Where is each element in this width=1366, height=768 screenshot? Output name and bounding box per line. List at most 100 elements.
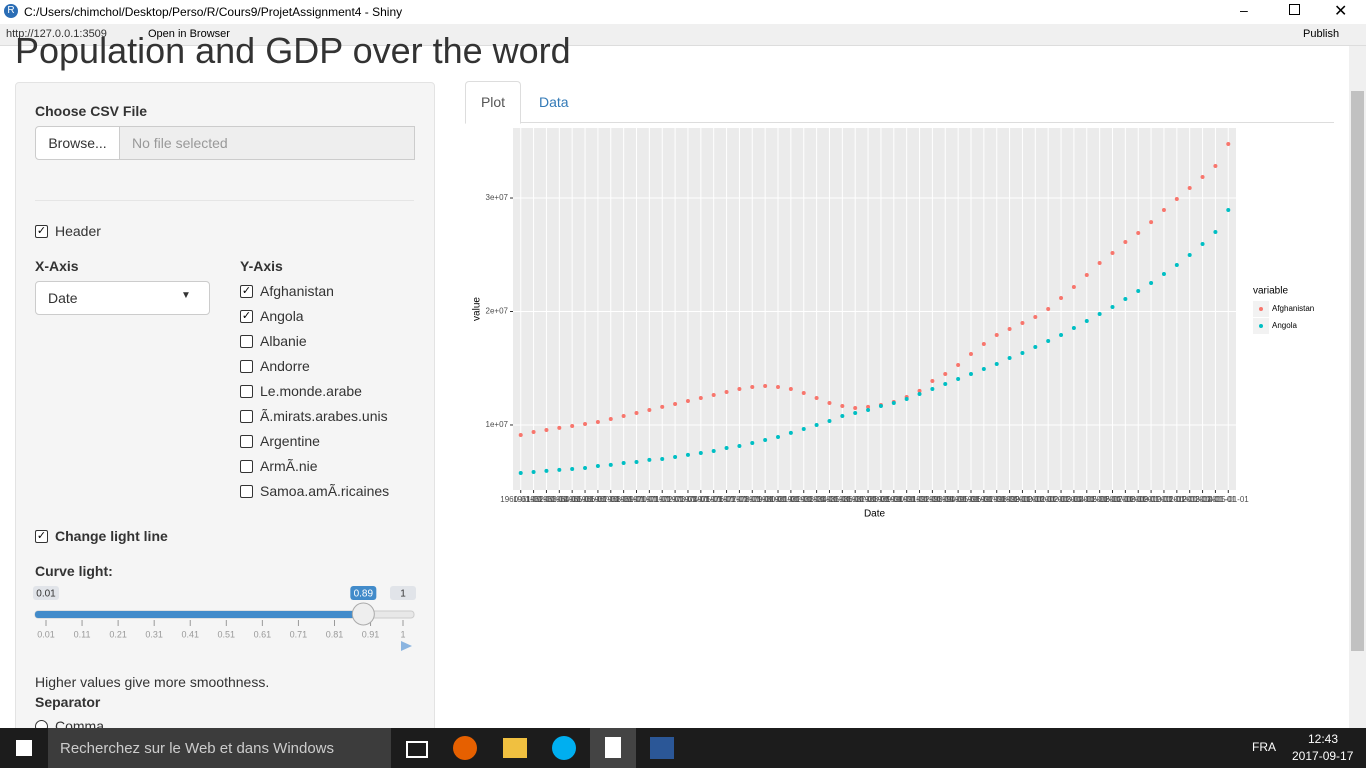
x-tick-label: 2010-01-01 <box>1143 495 1184 504</box>
point <box>891 400 896 405</box>
word-icon[interactable] <box>650 737 674 759</box>
x-tick-label: 2007-01-01 <box>1105 495 1146 504</box>
publish-button[interactable]: Publish <box>1303 28 1340 40</box>
point <box>1033 345 1038 350</box>
point <box>1200 175 1205 180</box>
y-option-label: ArmÃ.nie <box>260 458 318 474</box>
page-title: Population and GDP over the word <box>15 30 571 71</box>
x-tick-label: 1978-01-01 <box>732 495 773 504</box>
x-tick-label: 1962-01-01 <box>526 495 567 504</box>
open-in-browser[interactable]: Open in Browser <box>148 28 230 40</box>
point <box>866 404 871 409</box>
y-option-checkbox[interactable] <box>240 485 253 498</box>
x-tick-label: 2014-01-01 <box>1195 495 1236 504</box>
point <box>1046 339 1051 344</box>
x-tick-label: 2012-01-01 <box>1169 495 1210 504</box>
search-box[interactable] <box>48 728 391 768</box>
slider-handle[interactable] <box>351 602 375 626</box>
point <box>840 414 845 419</box>
x-tick-label: 1967-01-01 <box>590 495 631 504</box>
x-tick-label: 1997-01-01 <box>976 495 1017 504</box>
y-option-label: Afghanistan <box>260 283 334 299</box>
point <box>557 425 562 430</box>
y-option-checkbox[interactable] <box>240 460 253 473</box>
point <box>724 389 729 394</box>
point <box>1213 230 1218 235</box>
x-tick-label: 1992-01-01 <box>912 495 953 504</box>
x-tick-label: 1993-01-01 <box>925 495 966 504</box>
point <box>814 395 819 400</box>
browse-button[interactable]: Browse... <box>35 126 120 160</box>
firefox-icon[interactable] <box>453 736 477 760</box>
file-label: Choose CSV File <box>35 103 148 119</box>
clock-time: 12:43 <box>1308 732 1339 746</box>
x-tick-label: 1987-01-01 <box>848 495 889 504</box>
y-option-checkbox[interactable] <box>240 435 253 448</box>
x-tick-label: 1970-01-01 <box>629 495 670 504</box>
y-option-checkbox[interactable] <box>240 410 253 423</box>
y-option-checkbox[interactable] <box>240 385 253 398</box>
point <box>968 372 973 377</box>
x-tick-label: 2003-01-01 <box>1053 495 1094 504</box>
header-checkbox[interactable]: ✓ <box>35 225 48 238</box>
point <box>1136 288 1141 293</box>
point <box>1161 272 1166 277</box>
point <box>788 387 793 392</box>
point <box>776 435 781 440</box>
tab-data[interactable]: Data <box>539 94 569 110</box>
minimize-button[interactable]: – <box>1240 2 1248 18</box>
scroll-thumb[interactable] <box>1351 91 1364 651</box>
x-tick-label: 2008-01-01 <box>1118 495 1159 504</box>
x-tick-label: 1979-01-01 <box>745 495 786 504</box>
point <box>750 441 755 446</box>
x-tick-label: 1975-01-01 <box>693 495 734 504</box>
slider-tick-label: 0.21 <box>109 629 127 639</box>
x-tick-label: 1996-01-01 <box>963 495 1004 504</box>
x-axis-select[interactable]: Date ▼ <box>35 281 210 315</box>
point <box>943 382 948 387</box>
tab-plot[interactable]: Plot <box>465 81 521 124</box>
point <box>1174 262 1179 267</box>
point <box>1071 325 1076 330</box>
y-option-checkbox[interactable] <box>240 360 253 373</box>
skype-icon[interactable] <box>552 736 576 760</box>
x-tick-label: 1963-01-01 <box>539 495 580 504</box>
point <box>776 384 781 389</box>
point <box>750 384 755 389</box>
x-tick-label: 1984-01-01 <box>809 495 850 504</box>
point <box>1110 251 1115 256</box>
close-button[interactable]: ✕ <box>1334 3 1348 20</box>
point <box>531 469 536 474</box>
task-view[interactable] <box>406 741 428 758</box>
y-option-checkbox[interactable] <box>240 335 253 348</box>
change-light-checkbox[interactable]: ✓ <box>35 530 48 543</box>
y-option-checkbox[interactable]: ✓ <box>240 285 253 298</box>
maximize-button[interactable] <box>1289 4 1300 15</box>
point <box>1033 315 1038 320</box>
scrollbar[interactable] <box>1349 46 1366 728</box>
x-tick-label: 1998-01-01 <box>989 495 1030 504</box>
explorer-icon[interactable] <box>503 738 527 758</box>
x-tick-label: 1971-01-01 <box>642 495 683 504</box>
x-tick-label: 2004-01-01 <box>1066 495 1107 504</box>
start-button[interactable] <box>16 740 32 756</box>
point <box>518 432 523 437</box>
point <box>1136 230 1141 235</box>
point <box>1174 197 1179 202</box>
window-title: C:/Users/chimchol/Desktop/Perso/R/Cours9… <box>24 5 403 19</box>
slider[interactable]: 0.01 0.11 0.21 0.31 0.41 0.51 0.61 0.71 0.81 0.91… <box>0 580 434 660</box>
point <box>557 467 562 472</box>
slider-tick-label: 0.41 <box>181 629 199 639</box>
point <box>685 399 690 404</box>
x-tick-label: 2000-01-01 <box>1015 495 1056 504</box>
y-option-checkbox[interactable]: ✓ <box>240 310 253 323</box>
point <box>685 452 690 457</box>
document-icon[interactable] <box>590 728 636 768</box>
x-tick-label: 1972-01-01 <box>655 495 696 504</box>
point <box>930 387 935 392</box>
point <box>904 396 909 401</box>
point <box>1097 311 1102 316</box>
slider-play[interactable] <box>401 641 412 651</box>
point <box>621 460 626 465</box>
x-tick-label: 1982-01-01 <box>783 495 824 504</box>
